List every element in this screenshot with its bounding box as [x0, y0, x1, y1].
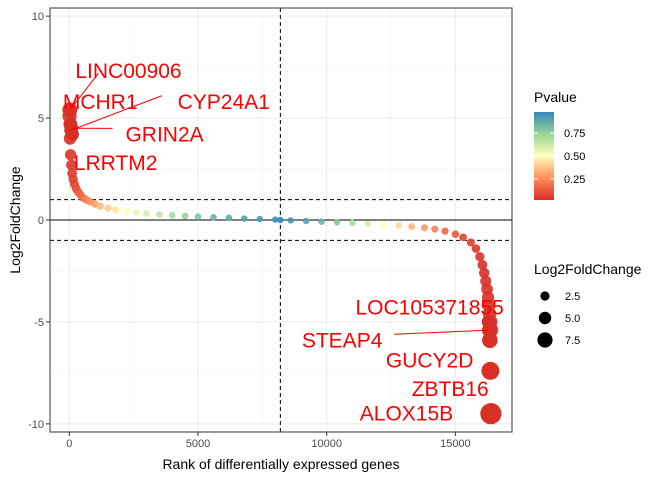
x-tick-label: 10000 — [311, 438, 342, 450]
gene-label: LRRTM2 — [74, 152, 158, 175]
data-point — [241, 215, 248, 222]
labeled-data-point — [65, 127, 79, 141]
gene-label: STEAP4 — [302, 329, 383, 352]
data-point — [441, 227, 449, 235]
labeled-data-point — [480, 403, 502, 425]
data-point — [379, 221, 387, 228]
gene-label-connector — [69, 72, 99, 111]
gene-labels: LINC00906 MCHR1 CYP24A1 GRIN2A LRRTM2 LOC1053… — [63, 60, 504, 425]
legend-pvalue-label: 0.75 — [564, 128, 585, 140]
axes: 0 5000 10000 15000 -10 -5 0 5 10 — [28, 11, 471, 450]
data-points — [62, 102, 502, 425]
data-point — [277, 216, 284, 224]
data-point — [104, 204, 112, 212]
gene-label: ZBTB16 — [412, 378, 489, 401]
data-point — [132, 208, 140, 216]
x-axis-title: Rank of differentially expressed genes — [162, 456, 399, 472]
data-point — [256, 215, 264, 223]
data-point — [96, 202, 104, 210]
legend-size-title: Log2FoldChange — [534, 261, 642, 277]
data-point — [451, 230, 460, 239]
legend-size-label: 7.5 — [565, 335, 580, 347]
data-point — [349, 219, 356, 227]
data-point — [66, 159, 77, 171]
legend-pvalue-colorbar — [534, 112, 554, 200]
data-point — [471, 244, 481, 253]
grid — [50, 8, 512, 432]
data-point — [155, 211, 163, 218]
gene-label-connector — [394, 329, 490, 335]
y-tick-label: 10 — [32, 11, 44, 23]
gene-label-connector — [70, 95, 162, 131]
data-point — [478, 267, 490, 279]
data-point — [333, 218, 341, 226]
data-point — [408, 223, 416, 230]
data-point — [122, 207, 130, 215]
data-point — [395, 222, 403, 229]
data-point — [112, 206, 120, 214]
gene-label: MCHR1 — [63, 91, 138, 114]
data-point — [271, 216, 279, 223]
data-point — [466, 238, 475, 247]
legend-pvalue-title: Pvalue — [534, 89, 577, 105]
gene-label: CYP24A1 — [178, 91, 270, 114]
y-tick-label: 0 — [38, 215, 44, 227]
data-point — [364, 220, 372, 228]
legend-pvalue-label: 0.25 — [564, 174, 585, 186]
data-point — [287, 217, 294, 224]
x-tick-label: 0 — [66, 438, 72, 450]
legend: Pvalue Log2FoldChange 0.25 0.50 0.75 2.5 5.0… — [534, 89, 642, 348]
legend-size-key — [537, 332, 553, 348]
data-point — [64, 149, 77, 161]
y-tick-label: -10 — [28, 419, 44, 431]
data-point — [143, 210, 150, 217]
legend-size-label: 5.0 — [565, 313, 580, 325]
legend-pvalue-label: 0.50 — [564, 151, 585, 163]
labeled-data-point — [481, 361, 500, 380]
legend-size-key — [540, 291, 550, 301]
data-point — [459, 233, 467, 242]
data-point — [210, 214, 217, 221]
gene-label: GUCY2D — [386, 350, 474, 373]
gene-label: ALOX15B — [360, 403, 453, 426]
x-tick-label: 15000 — [440, 438, 471, 450]
data-point — [302, 217, 310, 225]
legend-size-label: 2.5 — [565, 291, 580, 303]
data-point — [318, 218, 325, 225]
x-tick-label: 5000 — [186, 438, 210, 450]
y-axis-title: Log2FoldChange — [7, 166, 23, 274]
data-point — [181, 212, 189, 220]
gene-label: LINC00906 — [75, 60, 181, 83]
data-point — [168, 211, 176, 219]
data-point — [431, 225, 439, 233]
gene-label: LOC105371855 — [355, 297, 503, 320]
labeled-data-point — [482, 332, 498, 349]
data-point — [477, 259, 488, 270]
legend-size-key — [538, 311, 552, 325]
data-point — [225, 214, 233, 222]
y-tick-label: 5 — [38, 113, 44, 125]
data-point — [420, 224, 428, 232]
data-point — [194, 213, 202, 221]
data-point — [475, 252, 485, 262]
y-tick-label: -5 — [34, 317, 44, 329]
gene-label: GRIN2A — [125, 123, 203, 146]
